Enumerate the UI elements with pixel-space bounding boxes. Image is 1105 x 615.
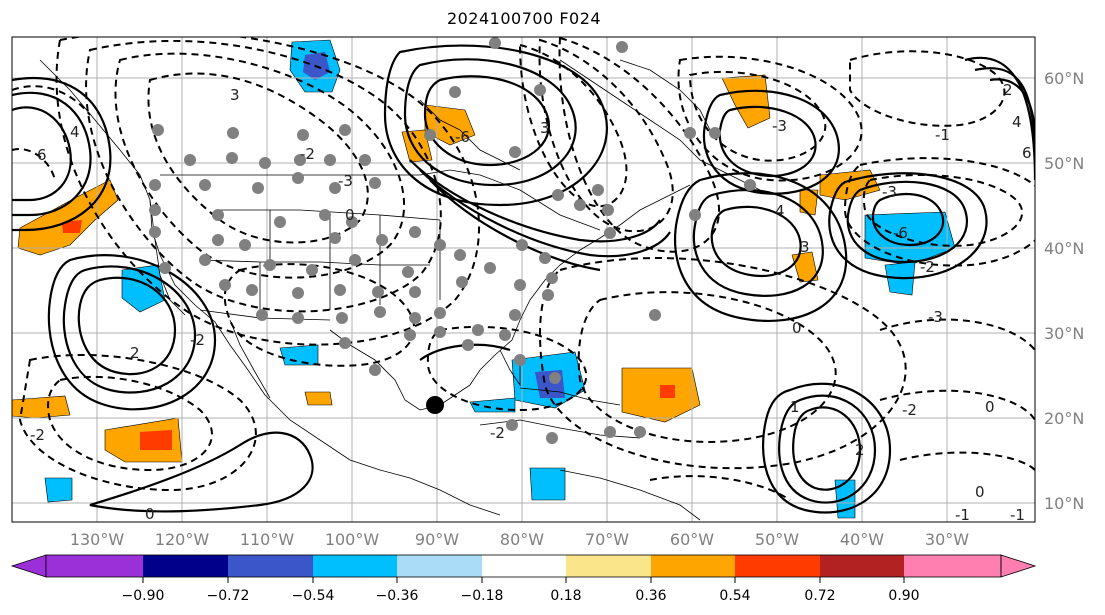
- contour-label: 3: [230, 86, 240, 104]
- contour-labels: -6 -3 -6 -3 -3 -2 -2 -2 -2 -2 -1 -1 0 0 …: [30, 81, 1032, 524]
- colorbar-tick-label: 0.54: [719, 588, 750, 604]
- lon-label: 40°W: [840, 530, 884, 549]
- contour-label: 2: [130, 344, 140, 362]
- contour-label: 4: [70, 123, 80, 141]
- contour-label: -3: [928, 308, 943, 326]
- coastlines: [39, 59, 761, 521]
- contour-label: -2: [30, 426, 45, 444]
- contour-label: 2: [1003, 81, 1013, 99]
- contour-label: -1: [935, 126, 950, 144]
- contour-label: 0: [792, 319, 802, 337]
- station-dots: [149, 37, 756, 444]
- colorbar-tick-label: −0.18: [461, 588, 504, 604]
- lat-label: 30°N: [1044, 324, 1084, 343]
- shade-orange-pacific-west: [12, 395, 71, 419]
- colorbar-segment: [143, 555, 228, 577]
- shade-blue-atlantic-sw: [529, 467, 566, 501]
- map-frame: [11, 36, 1036, 523]
- contour-label: 0: [985, 398, 995, 416]
- shade-orange-small: [304, 391, 333, 406]
- contour-label: 6: [37, 146, 47, 164]
- shade-red-pacific-trop: [140, 430, 172, 450]
- shade-orange-pacific-nw: [17, 179, 119, 256]
- lon-label: 70°W: [585, 530, 629, 549]
- colorbar-tick-label: −0.54: [292, 588, 335, 604]
- contour-label: 2: [855, 441, 865, 459]
- contour-label: -2: [190, 331, 205, 349]
- contour-label: -3: [338, 172, 353, 190]
- colorbar-tick-label: 0.18: [550, 588, 581, 604]
- contour-label: 0: [345, 206, 355, 224]
- lon-label: 90°W: [415, 530, 459, 549]
- contour-label: -3: [772, 117, 787, 135]
- contours-positive: [12, 44, 1035, 514]
- colorbar-tick-label: 0.36: [635, 588, 666, 604]
- lat-label: 60°N: [1044, 69, 1084, 88]
- lat-label: 50°N: [1044, 154, 1084, 173]
- lat-label: 40°N: [1044, 239, 1084, 258]
- lon-label: 30°W: [925, 530, 969, 549]
- contour-label: 6: [1022, 144, 1032, 162]
- lon-label: 80°W: [500, 530, 544, 549]
- lon-label: 110°W: [240, 530, 295, 549]
- colorbar-extend-low: [10, 554, 47, 578]
- lat-label: 20°N: [1044, 409, 1084, 428]
- map-title: 2024100700 F024: [446, 9, 602, 28]
- contour-label: 0: [145, 505, 155, 523]
- lon-label: 120°W: [155, 530, 210, 549]
- colorbar-segment: [228, 555, 313, 577]
- colorbar-segment: [904, 555, 1001, 577]
- colorbar: −0.90 −0.72 −0.54 −0.36 −0.18 0.18 0.36 …: [10, 554, 1037, 604]
- colorbar-tick-label: −0.90: [122, 588, 165, 604]
- colorbar-tick-label: −0.72: [207, 588, 250, 604]
- shade-orange-labrador: [721, 74, 771, 129]
- colorbar-segment: [482, 555, 566, 577]
- contour-label: 0: [975, 483, 985, 501]
- shade-blue-gulf: [469, 397, 516, 413]
- contour-label: -1: [955, 506, 970, 524]
- contour-label: 4: [775, 202, 785, 220]
- contour-label: 1: [790, 398, 800, 416]
- colorbar-segment: [735, 555, 820, 577]
- contour-label: -6: [455, 128, 470, 146]
- shade-blue-mexico: [279, 344, 319, 366]
- lon-label: 50°W: [755, 530, 799, 549]
- colorbar-segment: [566, 555, 651, 577]
- contour-label: -2: [920, 258, 935, 276]
- latitude-labels: 60°N 50°N 40°N 30°N 20°N 10°N: [1044, 69, 1084, 513]
- colorbar-extend-high: [1000, 554, 1037, 578]
- contour-label: 4: [1012, 113, 1022, 131]
- colorbar-segment: [651, 555, 735, 577]
- contour-label: 3: [540, 119, 550, 137]
- contours-negative: [12, 37, 1035, 501]
- lon-label: 130°W: [70, 530, 125, 549]
- colorbar-segment: [820, 555, 904, 577]
- colorbar-segment: [397, 555, 482, 577]
- colorbar-tick-label: −0.36: [376, 588, 419, 604]
- contour-label: -3: [882, 183, 897, 201]
- shade-darkblue-caribbean: [535, 370, 565, 398]
- storm-center-marker: [426, 396, 444, 414]
- contour-label: -6: [893, 224, 908, 242]
- lon-label: 100°W: [325, 530, 380, 549]
- colorbar-segment: [313, 555, 397, 577]
- shade-blue-pacific-sw: [44, 477, 73, 503]
- contour-label: -2: [490, 424, 505, 442]
- lat-label: 10°N: [1044, 494, 1084, 513]
- colorbar-tick-label: 0.72: [804, 588, 835, 604]
- shade-red-atlantic-trop: [660, 385, 675, 398]
- longitude-labels: 130°W 120°W 110°W 100°W 90°W 80°W 70°W 6…: [70, 530, 969, 549]
- lon-label: 60°W: [670, 530, 714, 549]
- colorbar-segment: [46, 555, 143, 577]
- contour-label: -2: [300, 145, 315, 163]
- contour-label: -1: [1010, 506, 1025, 524]
- colorbar-tick-label: 0.90: [888, 588, 919, 604]
- contour-label: -2: [902, 401, 917, 419]
- contour-label: 3: [800, 238, 810, 256]
